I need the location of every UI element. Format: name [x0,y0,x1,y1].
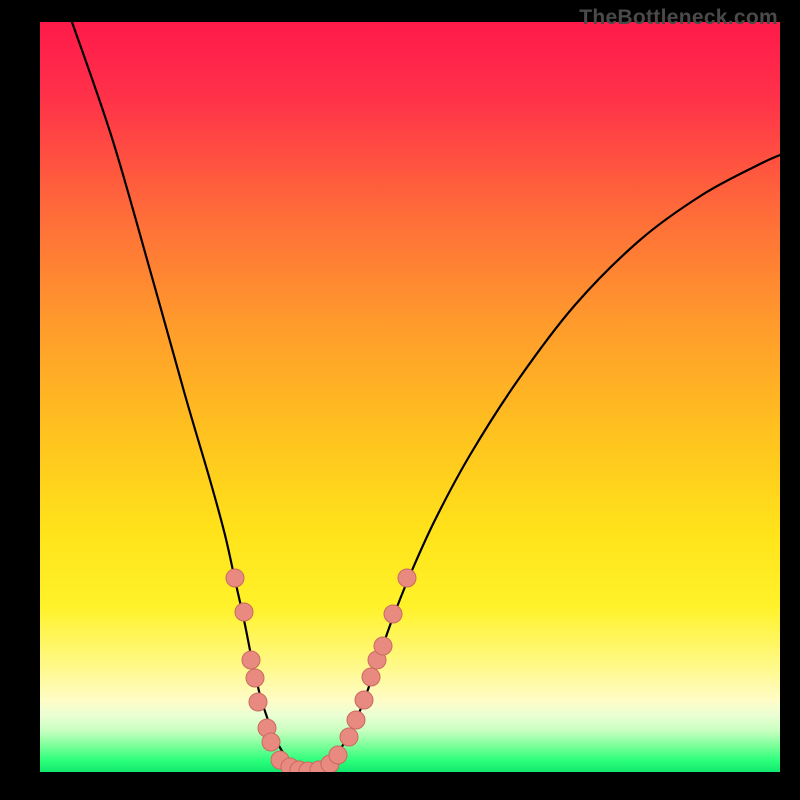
data-marker [398,569,416,587]
data-marker [347,711,365,729]
data-marker [384,605,402,623]
chart-container: TheBottleneck.com [0,0,800,800]
watermark-text: TheBottleneck.com [579,6,778,30]
data-marker [242,651,260,669]
data-marker [226,569,244,587]
data-marker [262,733,280,751]
data-marker [249,693,267,711]
data-marker [374,637,392,655]
data-marker [235,603,253,621]
data-marker [355,691,373,709]
data-marker [362,668,380,686]
data-marker [246,669,264,687]
plot-svg [40,22,780,772]
gradient-background [40,22,780,772]
plot-area [40,22,780,772]
data-marker [329,746,347,764]
data-marker [340,728,358,746]
